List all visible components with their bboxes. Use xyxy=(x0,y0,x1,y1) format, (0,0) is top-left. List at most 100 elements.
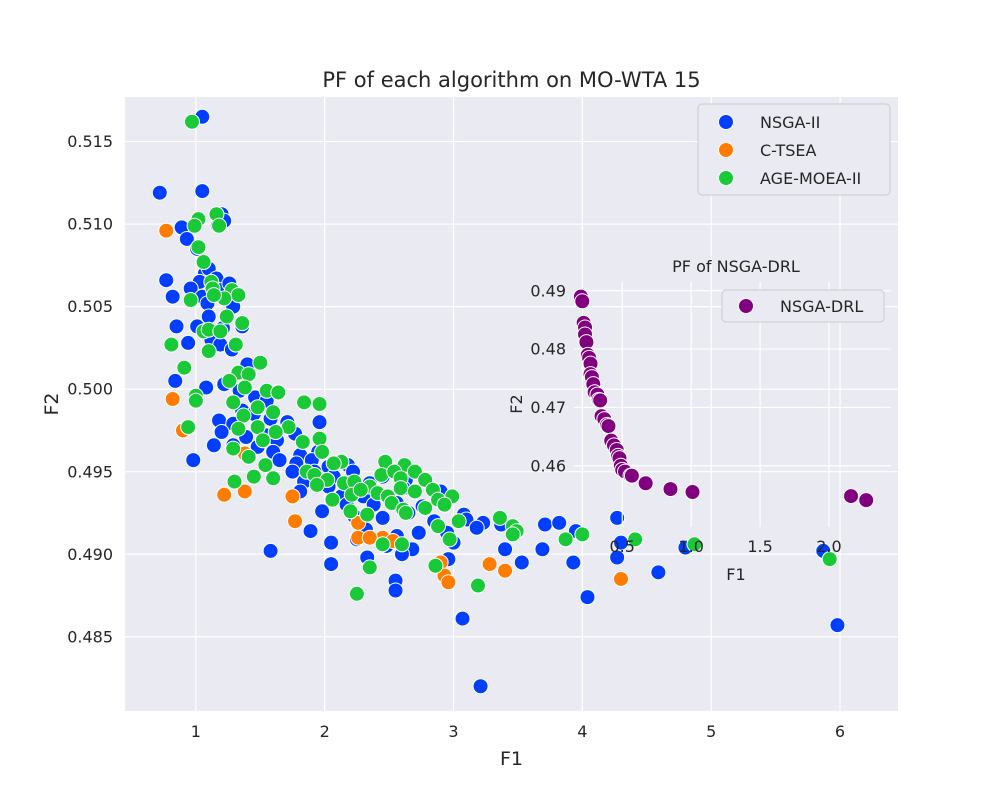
point-nsga-ii xyxy=(323,534,340,551)
point-age-moea-ii xyxy=(225,394,242,411)
point-age-moea-ii xyxy=(392,480,409,497)
point-age-moea-ii xyxy=(627,531,644,548)
point-nsga-ii xyxy=(167,372,184,389)
main-y-tick-label: 0.485 xyxy=(67,627,113,646)
point-nsga-ii xyxy=(168,318,185,335)
point-age-moea-ii xyxy=(225,440,242,457)
point-nsga-drl xyxy=(623,467,640,484)
point-age-moea-ii xyxy=(374,536,391,553)
point-age-moea-ii xyxy=(342,503,359,520)
point-age-moea-ii xyxy=(252,354,269,371)
point-c-tsea xyxy=(236,483,253,500)
point-nsga-ii xyxy=(151,184,168,201)
point-age-moea-ii xyxy=(267,424,284,441)
point-nsga-ii xyxy=(302,523,319,540)
point-age-moea-ii xyxy=(504,526,521,543)
point-age-moea-ii xyxy=(190,239,207,256)
point-age-moea-ii xyxy=(821,551,838,568)
point-age-moea-ii xyxy=(234,315,251,332)
point-age-moea-ii xyxy=(686,536,703,553)
main-title: PF of each algorithm on MO-WTA 15 xyxy=(322,68,700,92)
point-nsga-drl xyxy=(843,488,860,505)
main-y-tick-label: 0.495 xyxy=(67,462,113,481)
point-age-moea-ii xyxy=(352,481,369,498)
main-x-tick-label: 1 xyxy=(191,722,201,741)
main-y-tick-label: 0.490 xyxy=(67,545,113,564)
point-age-moea-ii xyxy=(348,585,365,602)
point-age-moea-ii xyxy=(361,559,378,576)
point-age-moea-ii xyxy=(240,448,257,465)
inset-y-tick-label: 0.47 xyxy=(530,398,566,417)
point-nsga-ii xyxy=(164,288,181,305)
point-nsga-ii xyxy=(534,541,551,558)
point-nsga-ii xyxy=(579,589,596,606)
point-c-tsea xyxy=(164,391,181,408)
point-nsga-ii xyxy=(262,542,279,559)
point-nsga-drl xyxy=(574,293,591,310)
point-age-moea-ii xyxy=(491,509,508,526)
main-legend: NSGA-II C-TSEA AGE-MOEA-II xyxy=(697,103,891,196)
point-age-moea-ii xyxy=(296,394,313,411)
point-nsga-ii xyxy=(650,564,667,581)
point-c-tsea xyxy=(284,488,301,505)
legend-marker-nsga-drl xyxy=(738,298,754,314)
point-nsga-ii xyxy=(513,554,530,571)
main-y-tick-labels: 0.485 0.490 0.495 0.500 0.505 0.510 0.515 xyxy=(67,132,113,646)
point-age-moea-ii xyxy=(311,430,328,447)
main-x-tick-label: 4 xyxy=(577,722,587,741)
point-age-moea-ii xyxy=(254,432,271,449)
inset-x-tick-label: 1.5 xyxy=(747,537,772,556)
inset-y-tick-labels: 0.46 0.47 0.48 0.49 xyxy=(530,281,566,475)
main-chart: 1 2 3 4 5 6 0.485 0.490 0.495 0.500 0.505 0.510 0.5… xyxy=(41,68,898,770)
point-age-moea-ii xyxy=(397,504,414,521)
point-age-moea-ii xyxy=(186,217,203,234)
main-legend-box xyxy=(697,103,891,196)
point-c-tsea xyxy=(440,574,457,591)
point-nsga-ii xyxy=(178,230,195,247)
point-nsga-ii xyxy=(609,549,626,566)
point-nsga-ii xyxy=(565,554,582,571)
point-nsga-ii xyxy=(454,610,471,627)
point-nsga-drl xyxy=(858,492,875,509)
point-nsga-ii xyxy=(213,424,230,441)
point-nsga-ii xyxy=(410,524,427,541)
point-age-moea-ii xyxy=(183,113,200,130)
main-x-tick-label: 3 xyxy=(448,722,458,741)
point-age-moea-ii xyxy=(441,531,458,548)
point-c-tsea xyxy=(613,570,630,587)
point-age-moea-ii xyxy=(427,557,444,574)
point-age-moea-ii xyxy=(270,384,287,401)
point-age-moea-ii xyxy=(393,536,410,553)
point-nsga-ii xyxy=(536,516,553,533)
point-nsga-drl xyxy=(600,418,617,435)
point-age-moea-ii xyxy=(163,336,180,353)
point-nsga-ii xyxy=(387,582,404,599)
point-age-moea-ii xyxy=(314,443,331,460)
inset-title: PF of NSGA-DRL xyxy=(672,257,800,276)
legend-marker-age-moea-ii xyxy=(718,170,734,186)
main-y-tick-label: 0.500 xyxy=(67,380,113,399)
point-age-moea-ii xyxy=(218,308,235,325)
legend-marker-nsga-ii xyxy=(718,114,734,130)
point-nsga-drl xyxy=(662,481,679,498)
legend-label-nsga-drl: NSGA-DRL xyxy=(780,297,863,316)
legend-label-age-moea-ii: AGE-MOEA-II xyxy=(760,169,861,188)
main-y-tick-label: 0.510 xyxy=(67,215,113,234)
main-y-axis-label: F2 xyxy=(41,392,63,415)
point-nsga-ii xyxy=(497,541,514,558)
point-c-tsea xyxy=(287,513,304,530)
legend-label-c-tsea: C-TSEA xyxy=(760,141,817,160)
point-age-moea-ii xyxy=(470,577,487,594)
point-age-moea-ii xyxy=(557,531,574,548)
point-age-moea-ii xyxy=(195,254,212,271)
inset-grid xyxy=(574,282,891,527)
point-age-moea-ii xyxy=(230,287,247,304)
series-nsga-drl xyxy=(572,288,875,509)
point-nsga-ii xyxy=(314,503,331,520)
main-x-tick-label: 5 xyxy=(706,722,716,741)
point-age-moea-ii xyxy=(180,419,197,436)
inset-x-axis-label: F1 xyxy=(726,565,745,584)
point-age-moea-ii xyxy=(227,336,244,353)
inset-x-tick-label: 0.5 xyxy=(610,537,635,556)
